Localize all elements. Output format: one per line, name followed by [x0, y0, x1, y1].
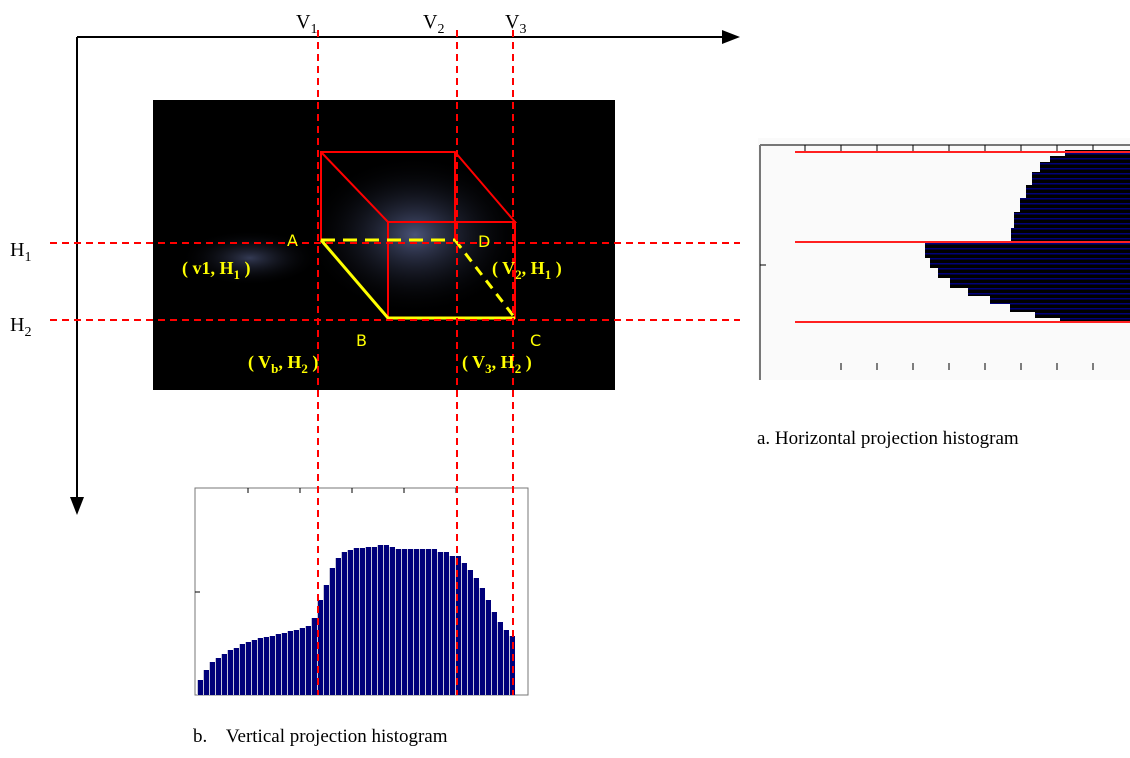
caption: b. Vertical projection histogram: [193, 726, 448, 747]
vehicle-image: [153, 100, 615, 390]
coord-part: , H: [492, 352, 515, 372]
figure: V1 V2 V3 H1 H2 A D B C ( v1, H1 ) ( V2, …: [0, 0, 1130, 758]
coord-part: ( v1, H: [182, 258, 234, 279]
coord-part: ): [240, 258, 251, 279]
vertical-histogram: [195, 488, 528, 695]
point-label: D: [478, 232, 490, 251]
coord-part: ( V: [462, 352, 485, 373]
coord-part: ( V: [248, 352, 271, 373]
point-label: B: [356, 331, 367, 350]
v-label: V3: [505, 11, 526, 37]
coord-part: ): [521, 352, 532, 373]
point-label: C: [530, 331, 541, 350]
caption: a. Horizontal projection histogram: [757, 428, 1019, 449]
coord-part: ): [551, 258, 562, 279]
coord-part: ( V: [492, 258, 515, 279]
point-label: A: [287, 231, 298, 250]
h-label: H2: [10, 314, 31, 340]
coord-part: b: [271, 361, 278, 376]
horizontal-histogram: [758, 138, 1130, 380]
coord-part: , H: [522, 258, 545, 278]
coord-part: ): [308, 352, 319, 373]
coord-part: , H: [278, 352, 301, 372]
v-label: V2: [423, 11, 444, 37]
h-label: H1: [10, 239, 31, 265]
v-label: V1: [296, 11, 317, 37]
